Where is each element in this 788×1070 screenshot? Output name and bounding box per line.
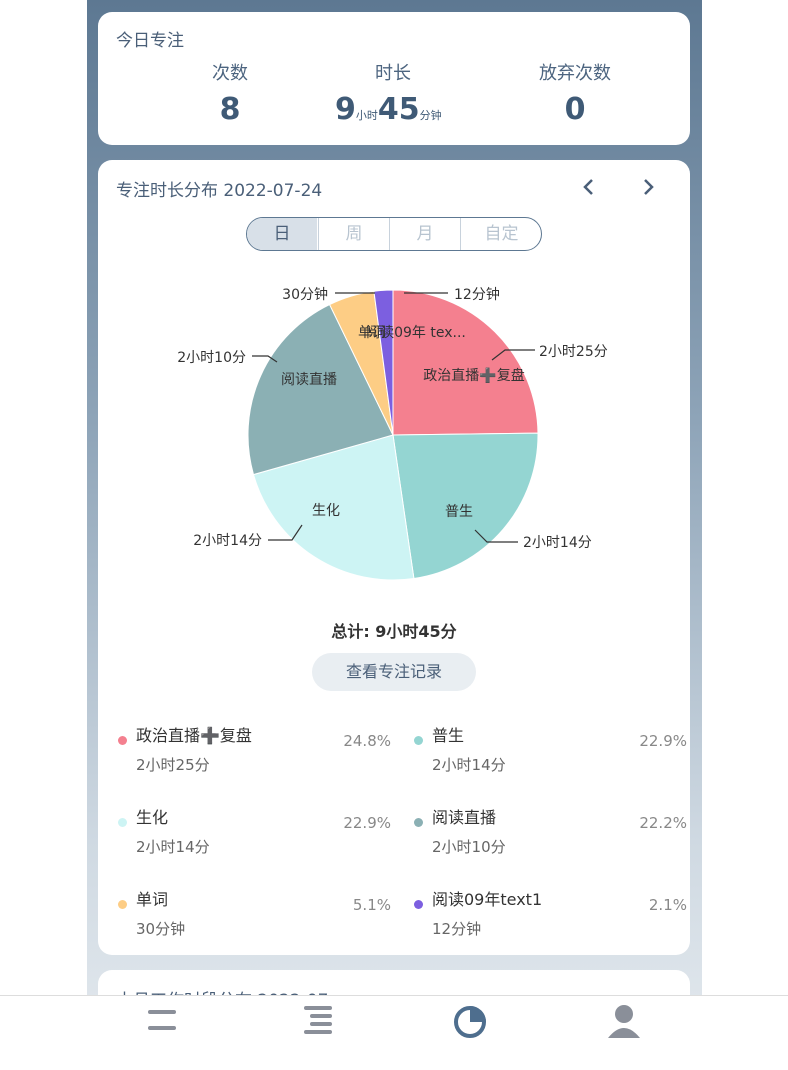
card-title: 今日专注 — [116, 31, 184, 51]
legend-duration: 2小时10分 — [432, 838, 506, 856]
duration-label: 2小时14分 — [523, 535, 592, 551]
tabs: 日 周 月 自定 — [246, 217, 542, 251]
pie-slice — [392, 432, 539, 580]
today-card: 今日专注 次数 时长 放弃次数 8 9小时45分钟 0 — [98, 12, 690, 145]
legend-percent: 22.2% — [639, 814, 687, 832]
tab-bar — [0, 995, 788, 1052]
card-title: 专注时长分布 2022-07-24 — [116, 181, 323, 201]
legend-name: 政治直播➕复盘 — [136, 726, 252, 745]
app: 今日专注 次数 时长 放弃次数 8 9小时45分钟 0 专注时长分布 2022-… — [87, 0, 702, 1070]
distribution-card: 专注时长分布 2022-07-24 日 周 月 自定 政治直播➕复盘 2小时25分… — [98, 160, 690, 955]
duration-label: 2小时10分 — [177, 350, 246, 366]
legend-dot — [414, 818, 423, 827]
legend-percent: 5.1% — [352, 896, 391, 914]
legend-name: 阅读直播 — [432, 808, 497, 827]
legend-duration: 2小时25分 — [136, 756, 210, 774]
duration: 9小时45分钟 — [335, 92, 442, 127]
legend-dot — [414, 736, 423, 745]
legend-dot — [118, 818, 127, 827]
tab-profile[interactable] — [608, 1005, 640, 1038]
slice-label: 单词 — [358, 325, 386, 341]
duration-label: 2小时25分 — [539, 344, 608, 360]
tab[interactable]: 日 — [247, 218, 317, 250]
tab[interactable]: 自定 — [460, 218, 541, 250]
record-button[interactable]: 查看专注记录 — [312, 653, 476, 691]
pie-slice — [247, 303, 394, 476]
tab-stats[interactable] — [454, 1006, 486, 1038]
slice-label: 阅读直播 — [281, 371, 337, 388]
tab[interactable]: 周 — [318, 218, 389, 250]
legend-name: 生化 — [136, 808, 169, 827]
duration-label: 12分钟 — [454, 286, 500, 303]
legend-name: 单词 — [136, 890, 169, 909]
duration-label: 30分钟 — [282, 286, 328, 303]
legend-duration: 30分钟 — [136, 920, 186, 938]
tab-home[interactable] — [148, 1010, 176, 1030]
legend-percent: 2.1% — [648, 896, 687, 914]
total: 总计: 9小时45分 — [331, 622, 457, 641]
legend-percent: 22.9% — [343, 814, 391, 832]
next[interactable] — [644, 179, 654, 195]
stat-label: 次数 — [212, 63, 248, 84]
duration-label: 2小时14分 — [193, 533, 262, 549]
leader-line — [474, 529, 518, 543]
legend-dot — [118, 736, 127, 745]
legend-duration: 2小时14分 — [136, 838, 210, 856]
legend-name: 普生 — [432, 726, 465, 745]
pie-slice — [392, 289, 539, 436]
slice-label: 普生 — [445, 504, 473, 520]
legend-dot — [414, 900, 423, 909]
minutes: 45 — [377, 92, 420, 127]
stat-value: 8 — [219, 92, 241, 127]
hours: 9 — [335, 92, 356, 127]
leader-line — [491, 349, 535, 361]
pie-slice — [252, 434, 415, 581]
tab-icons — [148, 1005, 640, 1038]
pie-slice — [373, 289, 394, 436]
prev[interactable] — [583, 179, 593, 195]
tab[interactable]: 月 — [389, 218, 460, 250]
legend-percent: 22.9% — [639, 732, 687, 750]
stat-label: 时长 — [375, 63, 411, 84]
legend-duration: 2小时14分 — [432, 756, 506, 774]
unit: 分钟 — [419, 109, 442, 122]
slice-label: 生化 — [312, 503, 340, 519]
tab-list[interactable] — [304, 1006, 332, 1034]
leader-line — [252, 355, 278, 363]
slice-label: 阅读09年 tex... — [366, 324, 466, 341]
legend-name: 阅读09年text1 — [432, 890, 543, 909]
unit: 小时 — [355, 109, 378, 122]
stat-label: 放弃次数 — [539, 63, 611, 84]
legend-duration: 12分钟 — [432, 920, 482, 938]
slice-label: 政治直播➕复盘 — [423, 367, 524, 384]
leader-line — [268, 524, 303, 541]
legend-percent: 24.8% — [343, 732, 391, 750]
nav-arrows[interactable] — [578, 172, 668, 202]
legend-dot — [118, 900, 127, 909]
stat-value: 0 — [564, 92, 586, 127]
